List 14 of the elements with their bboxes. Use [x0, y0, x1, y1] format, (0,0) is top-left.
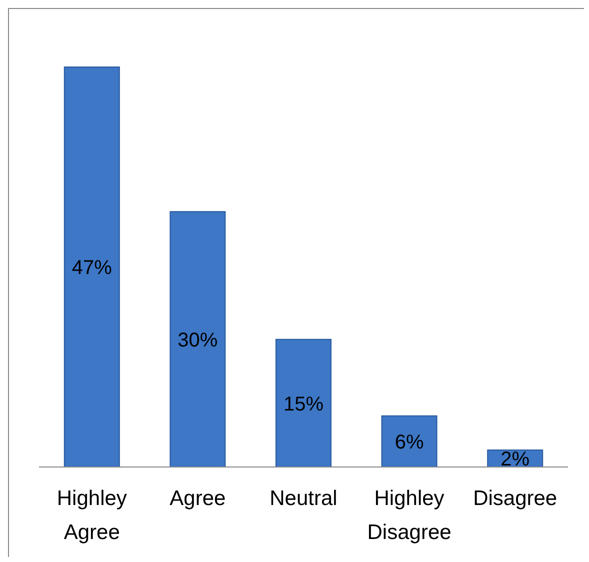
bar: [275, 338, 332, 468]
bar: [64, 66, 120, 468]
data-label: 2%: [500, 448, 530, 471]
x-tick-label: Neutral: [270, 487, 338, 510]
data-label: 30%: [178, 329, 218, 352]
x-tick-label: Disagree: [473, 487, 558, 510]
bar: [170, 211, 226, 468]
bar: [381, 415, 438, 468]
x-tick-label: Highley Agree: [56, 487, 128, 544]
data-label: 6%: [394, 432, 424, 454]
x-tick-label: Agree: [170, 487, 226, 510]
x-tick-label: Highley Disagree: [367, 487, 452, 544]
data-label: 15%: [283, 393, 324, 416]
data-label: 47%: [72, 257, 112, 280]
